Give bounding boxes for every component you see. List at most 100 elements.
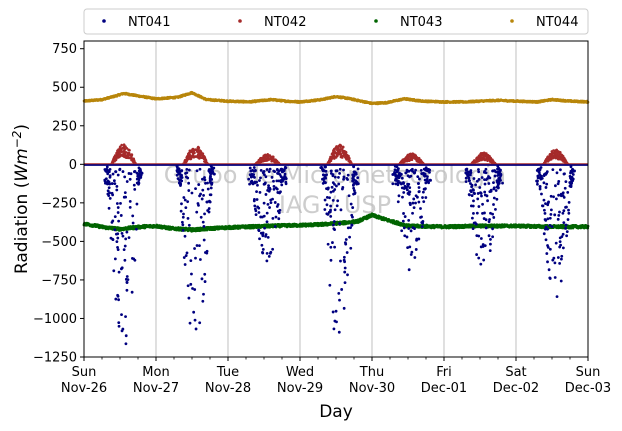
data-point bbox=[111, 193, 115, 197]
data-point bbox=[186, 284, 190, 288]
data-point bbox=[551, 154, 554, 157]
data-point bbox=[178, 182, 182, 186]
data-point bbox=[131, 256, 134, 260]
data-point bbox=[260, 243, 264, 247]
data-point bbox=[259, 215, 263, 219]
data-point bbox=[123, 258, 127, 262]
data-point bbox=[113, 157, 117, 161]
data-point bbox=[265, 259, 269, 263]
data-point bbox=[208, 200, 212, 204]
data-point bbox=[561, 154, 565, 158]
data-point bbox=[108, 168, 112, 171]
data-point bbox=[338, 298, 341, 302]
data-point bbox=[266, 188, 270, 192]
data-point bbox=[122, 248, 126, 252]
data-point bbox=[117, 324, 121, 328]
data-point bbox=[207, 207, 211, 210]
data-point bbox=[203, 178, 207, 182]
data-point bbox=[266, 159, 269, 162]
data-point bbox=[545, 158, 548, 161]
legend-item-nt042: NT042 bbox=[238, 15, 306, 30]
data-point bbox=[273, 201, 277, 204]
data-point bbox=[331, 152, 335, 155]
data-point bbox=[198, 258, 202, 261]
data-point bbox=[268, 167, 272, 171]
data-point bbox=[203, 176, 206, 179]
data-point bbox=[261, 159, 265, 163]
data-point bbox=[114, 297, 118, 301]
data-point bbox=[181, 215, 185, 219]
data-point bbox=[179, 178, 182, 182]
data-point bbox=[255, 190, 258, 194]
data-point bbox=[258, 237, 261, 241]
plot-area: Grupo de Micrometeorologia IAG / USP bbox=[82, 40, 590, 358]
data-point bbox=[115, 188, 119, 192]
data-point bbox=[182, 196, 186, 199]
data-point bbox=[271, 158, 275, 161]
data-point bbox=[202, 157, 206, 161]
data-point bbox=[201, 299, 205, 303]
data-point bbox=[123, 244, 127, 248]
data-point bbox=[193, 151, 196, 154]
data-point bbox=[338, 152, 341, 156]
data-point bbox=[120, 313, 123, 317]
data-point bbox=[253, 204, 257, 208]
data-point bbox=[113, 182, 117, 186]
data-point bbox=[485, 154, 489, 158]
data-point bbox=[113, 228, 117, 232]
legend-item-nt041: NT041 bbox=[102, 15, 170, 30]
data-point bbox=[124, 315, 127, 318]
grid-lines bbox=[155, 41, 517, 357]
data-point bbox=[262, 201, 266, 205]
data-point bbox=[346, 173, 350, 177]
data-point bbox=[180, 169, 183, 173]
data-point bbox=[123, 175, 127, 179]
data-point bbox=[112, 179, 116, 183]
data-point bbox=[329, 190, 333, 194]
data-point bbox=[255, 198, 259, 201]
data-point bbox=[261, 248, 265, 251]
data-point bbox=[185, 155, 189, 158]
data-point bbox=[257, 211, 261, 214]
data-point bbox=[129, 172, 133, 176]
data-point bbox=[121, 327, 125, 331]
data-point bbox=[398, 161, 402, 165]
data-point bbox=[124, 237, 128, 241]
data-point bbox=[475, 159, 478, 162]
data-point bbox=[272, 185, 276, 188]
data-point bbox=[133, 258, 137, 262]
data-point bbox=[200, 277, 204, 281]
data-point bbox=[254, 213, 258, 217]
data-point bbox=[194, 187, 197, 191]
data-point bbox=[183, 198, 187, 202]
data-point bbox=[119, 201, 122, 205]
data-point bbox=[269, 250, 273, 254]
data-point bbox=[336, 146, 340, 149]
data-point bbox=[198, 157, 201, 160]
data-point bbox=[193, 318, 197, 322]
data-point bbox=[186, 216, 190, 220]
data-point bbox=[416, 157, 420, 161]
data-point bbox=[202, 155, 206, 158]
data-point bbox=[199, 215, 203, 219]
data-point bbox=[185, 251, 189, 255]
data-point bbox=[137, 176, 141, 180]
series-nt044 bbox=[82, 90, 590, 106]
data-point bbox=[277, 172, 280, 175]
data-point bbox=[124, 342, 128, 346]
data-point bbox=[344, 238, 348, 241]
data-point bbox=[265, 251, 269, 255]
data-point bbox=[485, 152, 488, 155]
data-point bbox=[193, 247, 196, 250]
data-point bbox=[271, 217, 275, 220]
data-point bbox=[187, 189, 191, 192]
data-point bbox=[115, 240, 119, 244]
data-point bbox=[124, 277, 128, 281]
data-point bbox=[248, 166, 252, 170]
data-point bbox=[185, 171, 189, 175]
data-point bbox=[118, 168, 122, 172]
data-point bbox=[345, 153, 349, 157]
data-point bbox=[196, 150, 199, 153]
data-point bbox=[115, 184, 119, 188]
